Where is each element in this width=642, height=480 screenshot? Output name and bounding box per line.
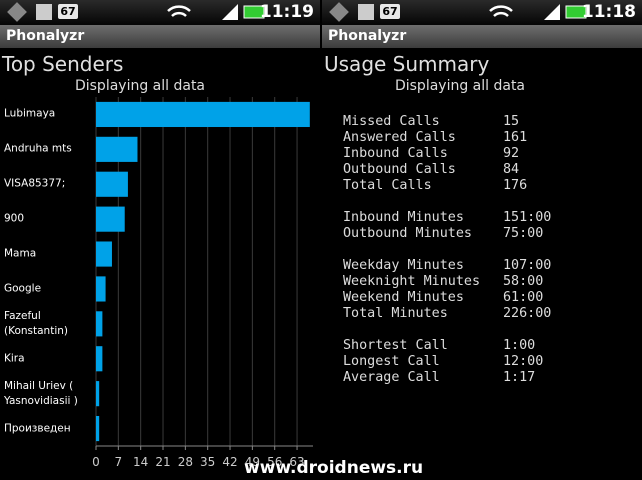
heading: Usage Summary — [324, 52, 490, 76]
row-label: Weekday Minutes — [343, 258, 464, 273]
row-value: 226:00 — [503, 306, 552, 321]
row-value: 1:00 — [503, 338, 536, 353]
battery-icon — [243, 5, 265, 19]
x-tick-label: 42 — [222, 455, 237, 469]
bar — [96, 206, 125, 232]
status-bar: 67 11:18 — [322, 0, 642, 25]
row-value: 1:17 — [503, 370, 536, 385]
bar — [96, 346, 103, 372]
wifi-icon — [167, 5, 191, 17]
status-icons — [329, 2, 587, 22]
bar — [96, 136, 138, 162]
row-label: Outbound Calls — [343, 162, 456, 177]
signal-icon — [36, 4, 52, 20]
row-label: Longest Call — [343, 354, 440, 369]
row-value: 58:00 — [503, 274, 544, 289]
bar — [96, 241, 112, 267]
row-label: Weekend Minutes — [343, 290, 464, 305]
chart: 0 7 14 21 28 35 42 49 56 63 — [92, 97, 313, 469]
cell-icon — [544, 4, 560, 20]
bar — [96, 101, 310, 128]
bar — [96, 171, 128, 197]
row-label: Total Minutes — [343, 306, 448, 321]
notification-badge: 67 — [380, 4, 400, 19]
x-tick-label: 56 — [267, 455, 282, 469]
category-label: Google — [4, 282, 42, 295]
status-icons — [7, 2, 265, 22]
row-value: 151:00 — [503, 210, 552, 225]
row-label: Inbound Calls — [343, 146, 448, 161]
x-tick-label: 28 — [178, 455, 193, 469]
x-tick-label: 21 — [155, 455, 170, 469]
clock: 11:19 — [259, 2, 314, 22]
row-value: 15 — [503, 114, 520, 129]
row-value: 12:00 — [503, 354, 544, 369]
bar — [96, 276, 106, 302]
row-value: 75:00 — [503, 226, 544, 241]
notification-badge: 67 — [58, 4, 78, 19]
category-label: Mihail Uriev ( Yasnovidiasii ) — [4, 379, 78, 407]
row-label: Average Call — [343, 370, 440, 385]
bar — [96, 415, 100, 442]
row-value: 161 — [503, 130, 528, 145]
category-label: Произведен — [4, 422, 71, 435]
row-value: 92 — [503, 146, 520, 161]
app-title: Phonalyzr — [322, 25, 642, 48]
category-label: Kira — [4, 352, 25, 365]
category-label: Mama — [4, 247, 37, 260]
x-tick-label: 14 — [133, 455, 148, 469]
row-label: Weeknight Minutes — [343, 274, 481, 289]
left-screen: 67 11:19 Phonalyzr Top Senders Displayin… — [0, 0, 320, 480]
category-label: Fazeful (Konstantin) — [4, 309, 68, 337]
row-label: Total Calls — [343, 178, 432, 193]
clock: 11:18 — [581, 2, 636, 22]
category-label: Andruha mts — [4, 142, 72, 155]
app-icon — [7, 2, 27, 22]
category-label: Lubimaya — [4, 107, 56, 120]
x-tick-label: 35 — [200, 455, 215, 469]
row-label: Missed Calls — [343, 114, 440, 129]
x-tick-label: 0 — [92, 455, 100, 469]
wifi-icon — [489, 5, 513, 17]
row-value: 84 — [503, 162, 520, 177]
bar — [96, 311, 103, 337]
row-value: 61:00 — [503, 290, 544, 305]
row-value: 176 — [503, 178, 528, 193]
x-tick-label: 7 — [115, 455, 123, 469]
category-label: 900 — [4, 212, 25, 225]
heading: Top Senders — [2, 52, 124, 76]
right-screen: 67 11:18 Phonalyzr Usage Summary Display… — [322, 0, 642, 480]
x-tick-label: 49 — [245, 455, 260, 469]
battery-icon — [565, 5, 587, 19]
row-value: 107:00 — [503, 258, 552, 273]
subtitle: Displaying all data — [74, 78, 206, 94]
status-bar: 67 11:19 — [0, 0, 320, 25]
app-icon — [329, 2, 349, 22]
row-label: Shortest Call — [343, 338, 448, 353]
watermark: www.droidnews.ru — [244, 458, 424, 478]
x-tick-label: 63 — [289, 455, 304, 469]
row-label: Outbound Minutes — [343, 226, 472, 241]
cell-icon — [222, 4, 238, 20]
category-label: VISA85377; — [4, 177, 66, 190]
row-label: Answered Calls — [343, 130, 456, 145]
app-title: Phonalyzr — [0, 25, 320, 48]
bar — [96, 381, 100, 407]
subtitle: Displaying all data — [394, 78, 526, 94]
signal-icon — [358, 4, 374, 20]
row-label: Inbound Minutes — [343, 210, 464, 225]
